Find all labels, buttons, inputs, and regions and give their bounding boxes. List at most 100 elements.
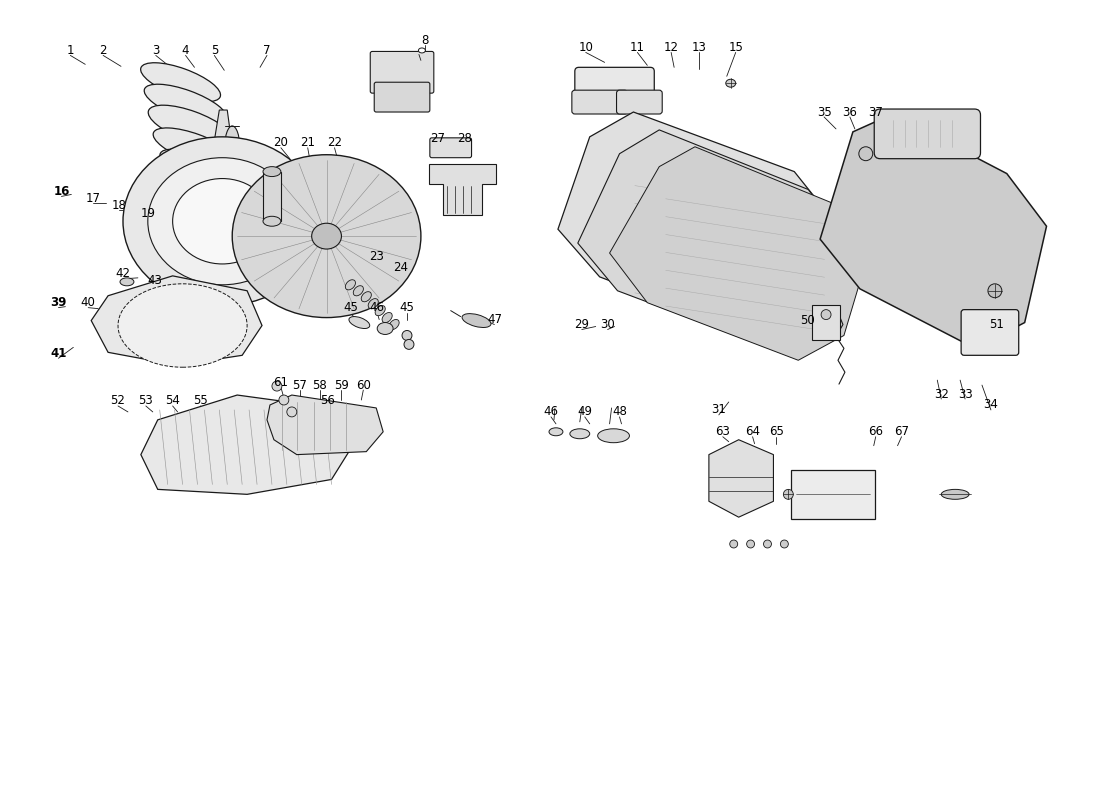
Text: 19: 19 [141,207,155,220]
Text: 54: 54 [165,394,180,407]
Text: 7: 7 [263,44,271,57]
Polygon shape [609,146,870,360]
Text: 1: 1 [67,44,74,57]
Text: 23: 23 [368,250,384,263]
Ellipse shape [418,48,426,53]
Text: 53: 53 [139,394,153,407]
Polygon shape [578,130,843,348]
FancyBboxPatch shape [961,310,1019,355]
Text: 42: 42 [116,267,131,280]
Text: 33: 33 [958,387,972,401]
Text: 41: 41 [51,347,67,360]
Ellipse shape [402,330,412,341]
Text: 39: 39 [51,296,67,309]
Polygon shape [213,110,232,146]
Text: 40: 40 [80,296,96,309]
Text: 35: 35 [816,106,832,118]
Ellipse shape [377,322,393,334]
Text: 30: 30 [601,318,615,331]
Ellipse shape [361,292,372,302]
Text: 36: 36 [843,106,857,118]
Ellipse shape [780,540,789,548]
Text: 46: 46 [543,406,559,418]
Ellipse shape [859,146,872,161]
Text: 8: 8 [421,34,429,47]
Polygon shape [429,164,496,215]
Ellipse shape [224,126,240,168]
Text: 24: 24 [394,262,408,274]
Text: 28: 28 [458,132,472,146]
Text: 17: 17 [86,192,101,205]
Text: 60: 60 [356,378,371,392]
Text: 16: 16 [53,185,69,198]
Text: 48: 48 [612,406,627,418]
Text: 49: 49 [578,406,592,418]
Text: 46: 46 [370,301,385,314]
Ellipse shape [382,313,393,322]
Ellipse shape [389,319,399,330]
Ellipse shape [729,540,738,548]
Text: 63: 63 [715,426,730,438]
Bar [791,470,876,519]
Text: 57: 57 [293,378,307,392]
Ellipse shape [368,298,378,309]
Text: 4: 4 [182,44,189,57]
FancyBboxPatch shape [616,90,662,114]
Text: 56: 56 [320,394,336,407]
Polygon shape [708,440,773,517]
Ellipse shape [144,84,227,124]
Text: 65: 65 [769,426,784,438]
Text: 58: 58 [312,378,327,392]
FancyBboxPatch shape [572,90,627,114]
FancyBboxPatch shape [374,82,430,112]
Ellipse shape [173,178,272,264]
Ellipse shape [345,280,355,290]
Ellipse shape [263,166,280,177]
Text: 45: 45 [343,301,358,314]
Text: 18: 18 [111,199,126,212]
Bar [263,171,280,222]
Ellipse shape [597,429,629,442]
Text: 52: 52 [111,394,125,407]
FancyBboxPatch shape [575,67,654,97]
Ellipse shape [747,540,755,548]
Text: 15: 15 [728,41,744,54]
Ellipse shape [153,128,235,168]
Polygon shape [141,395,356,494]
Text: 51: 51 [989,318,1004,331]
Text: 50: 50 [800,314,815,327]
Ellipse shape [123,137,321,306]
Text: 43: 43 [147,274,162,287]
Text: 21: 21 [300,136,316,150]
Ellipse shape [311,223,341,249]
Ellipse shape [462,314,491,327]
Text: 3: 3 [152,44,160,57]
Text: 5: 5 [211,44,218,57]
Text: 37: 37 [868,106,883,118]
Ellipse shape [375,306,385,316]
FancyBboxPatch shape [371,51,433,93]
Text: 20: 20 [274,136,288,150]
Ellipse shape [232,154,421,318]
Text: 55: 55 [194,394,208,407]
Polygon shape [558,112,834,338]
Text: 47: 47 [487,313,502,326]
Polygon shape [267,395,383,454]
Ellipse shape [287,407,297,417]
Text: 31: 31 [712,403,726,417]
Ellipse shape [120,278,134,286]
Ellipse shape [549,428,563,436]
Ellipse shape [279,395,289,405]
Text: 59: 59 [334,378,349,392]
Text: 12: 12 [663,41,679,54]
Text: 27: 27 [430,132,446,146]
Ellipse shape [118,284,248,367]
Polygon shape [821,114,1046,348]
Ellipse shape [988,284,1002,298]
Text: 22: 22 [327,136,342,150]
FancyBboxPatch shape [430,138,472,158]
Ellipse shape [763,540,771,548]
FancyBboxPatch shape [874,109,980,158]
Ellipse shape [160,149,236,186]
Ellipse shape [349,317,370,329]
